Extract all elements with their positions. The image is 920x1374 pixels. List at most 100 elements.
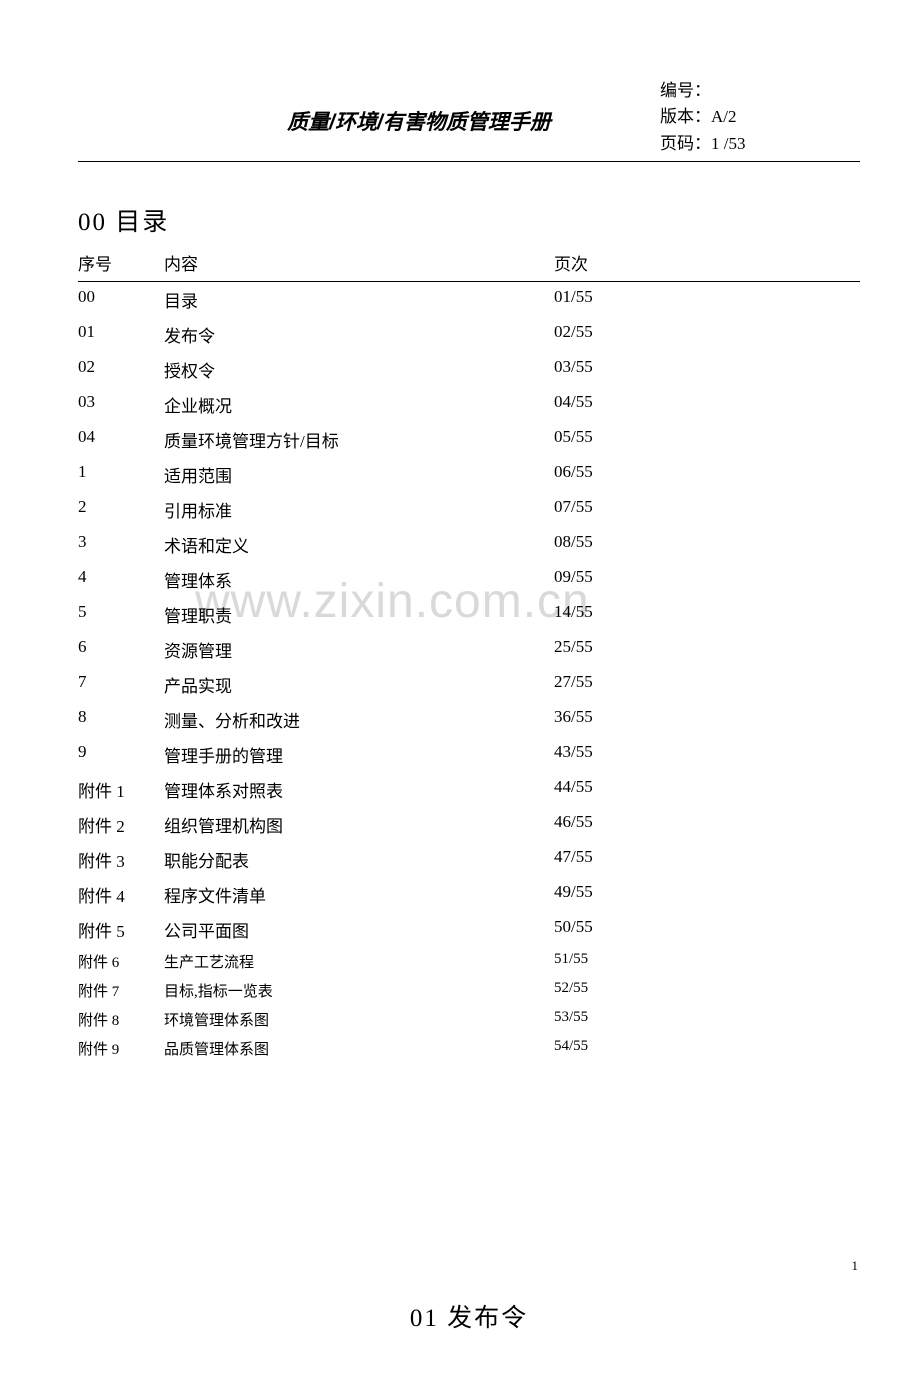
version-line: 版本：A/2 xyxy=(660,104,860,130)
table-row: 附件 5公司平面图50/55 xyxy=(78,912,860,947)
table-row: 附件 1管理体系对照表44/55 xyxy=(78,772,860,807)
toc-seq-cell: 8 xyxy=(78,702,164,737)
page-code-line: 页码：1 /53 xyxy=(660,131,860,157)
toc-content-cell: 资源管理 xyxy=(164,632,554,667)
toc-content-cell: 授权令 xyxy=(164,352,554,387)
toc-seq-cell: 附件 2 xyxy=(78,807,164,842)
toc-seq-cell: 5 xyxy=(78,597,164,632)
toc-page-cell: 05/55 xyxy=(554,422,860,457)
toc-col-page: 页次 xyxy=(554,246,860,282)
toc-content-cell: 生产工艺流程 xyxy=(164,947,554,976)
toc-page-cell: 01/55 xyxy=(554,282,860,318)
doc-number-line: 编号： xyxy=(660,78,860,104)
toc-content-cell: 企业概况 xyxy=(164,387,554,422)
toc-seq-cell: 04 xyxy=(78,422,164,457)
toc-content-cell: 管理体系 xyxy=(164,562,554,597)
table-row: 03企业概况04/55 xyxy=(78,387,860,422)
toc-page-cell: 07/55 xyxy=(554,492,860,527)
toc-content-cell: 管理体系对照表 xyxy=(164,772,554,807)
toc-seq-cell: 00 xyxy=(78,282,164,318)
toc-page-cell: 14/55 xyxy=(554,597,860,632)
toc-page-cell: 49/55 xyxy=(554,877,860,912)
table-row: 8测量、分析和改进36/55 xyxy=(78,702,860,737)
toc-seq-cell: 9 xyxy=(78,737,164,772)
toc-heading: 00 目录 xyxy=(78,202,860,238)
toc-page-cell: 04/55 xyxy=(554,387,860,422)
toc-page-cell: 52/55 xyxy=(554,976,860,1005)
toc-header-row: 序号 内容 页次 xyxy=(78,246,860,282)
table-row: 1适用范围06/55 xyxy=(78,457,860,492)
toc-seq-cell: 01 xyxy=(78,317,164,352)
table-row: 4管理体系09/55 xyxy=(78,562,860,597)
toc-content-cell: 品质管理体系图 xyxy=(164,1034,554,1063)
next-section-heading: 01 发布令 xyxy=(78,1298,860,1334)
table-row: 附件 7目标,指标一览表52/55 xyxy=(78,976,860,1005)
toc-content-cell: 公司平面图 xyxy=(164,912,554,947)
table-row: 7产品实现27/55 xyxy=(78,667,860,702)
document-meta: 编号： 版本：A/2 页码：1 /53 xyxy=(660,78,860,157)
toc-table: 序号 内容 页次 00目录01/5501发布令02/5502授权令03/5503… xyxy=(78,246,860,1063)
toc-seq-cell: 2 xyxy=(78,492,164,527)
toc-content-cell: 目标,指标一览表 xyxy=(164,976,554,1005)
toc-seq-cell: 附件 4 xyxy=(78,877,164,912)
table-row: 01发布令02/55 xyxy=(78,317,860,352)
table-row: 附件 8环境管理体系图53/55 xyxy=(78,1005,860,1034)
toc-seq-cell: 附件 1 xyxy=(78,772,164,807)
toc-content-cell: 适用范围 xyxy=(164,457,554,492)
toc-seq-cell: 附件 5 xyxy=(78,912,164,947)
table-row: 9管理手册的管理43/55 xyxy=(78,737,860,772)
table-row: 6资源管理25/55 xyxy=(78,632,860,667)
version-label: 版本： xyxy=(660,107,711,126)
toc-page-cell: 08/55 xyxy=(554,527,860,562)
page-value: 1 /53 xyxy=(711,134,745,153)
table-row: 附件 4程序文件清单49/55 xyxy=(78,877,860,912)
toc-seq-cell: 6 xyxy=(78,632,164,667)
toc-page-cell: 47/55 xyxy=(554,842,860,877)
doc-number-label: 编号： xyxy=(660,81,711,100)
toc-seq-cell: 02 xyxy=(78,352,164,387)
document-page: 质量/环境/有害物质管理手册 编号： 版本：A/2 页码：1 /53 00 目录… xyxy=(0,0,920,1374)
toc-content-cell: 职能分配表 xyxy=(164,842,554,877)
title-block: 质量/环境/有害物质管理手册 xyxy=(78,78,660,136)
toc-seq-cell: 4 xyxy=(78,562,164,597)
toc-page-cell: 25/55 xyxy=(554,632,860,667)
toc-page-cell: 09/55 xyxy=(554,562,860,597)
toc-page-cell: 50/55 xyxy=(554,912,860,947)
toc-content-cell: 组织管理机构图 xyxy=(164,807,554,842)
toc-page-cell: 51/55 xyxy=(554,947,860,976)
toc-seq-cell: 3 xyxy=(78,527,164,562)
toc-content-cell: 术语和定义 xyxy=(164,527,554,562)
toc-page-cell: 43/55 xyxy=(554,737,860,772)
toc-content-cell: 引用标准 xyxy=(164,492,554,527)
toc-seq-cell: 附件 6 xyxy=(78,947,164,976)
table-row: 00目录01/55 xyxy=(78,282,860,318)
page-label: 页码： xyxy=(660,134,711,153)
toc-content-cell: 质量环境管理方针/目标 xyxy=(164,422,554,457)
toc-seq-cell: 附件 3 xyxy=(78,842,164,877)
toc-seq-cell: 03 xyxy=(78,387,164,422)
toc-page-cell: 54/55 xyxy=(554,1034,860,1063)
toc-content-cell: 程序文件清单 xyxy=(164,877,554,912)
toc-seq-cell: 附件 7 xyxy=(78,976,164,1005)
toc-page-cell: 46/55 xyxy=(554,807,860,842)
table-row: 3术语和定义08/55 xyxy=(78,527,860,562)
toc-page-cell: 27/55 xyxy=(554,667,860,702)
toc-page-cell: 53/55 xyxy=(554,1005,860,1034)
toc-content-cell: 管理职责 xyxy=(164,597,554,632)
toc-col-content: 内容 xyxy=(164,246,554,282)
table-row: 5管理职责14/55 xyxy=(78,597,860,632)
version-value: A/2 xyxy=(711,107,737,126)
toc-seq-cell: 附件 8 xyxy=(78,1005,164,1034)
table-row: 附件 9品质管理体系图54/55 xyxy=(78,1034,860,1063)
toc-body: 00目录01/5501发布令02/5502授权令03/5503企业概况04/55… xyxy=(78,282,860,1064)
table-row: 附件 3职能分配表47/55 xyxy=(78,842,860,877)
toc-content-cell: 发布令 xyxy=(164,317,554,352)
document-title: 质量/环境/有害物质管理手册 xyxy=(178,106,660,136)
table-row: 附件 6生产工艺流程51/55 xyxy=(78,947,860,976)
table-row: 2引用标准07/55 xyxy=(78,492,860,527)
toc-content-cell: 目录 xyxy=(164,282,554,318)
toc-seq-cell: 1 xyxy=(78,457,164,492)
page-header: 质量/环境/有害物质管理手册 编号： 版本：A/2 页码：1 /53 xyxy=(78,78,860,162)
toc-page-cell: 06/55 xyxy=(554,457,860,492)
toc-col-seq: 序号 xyxy=(78,246,164,282)
